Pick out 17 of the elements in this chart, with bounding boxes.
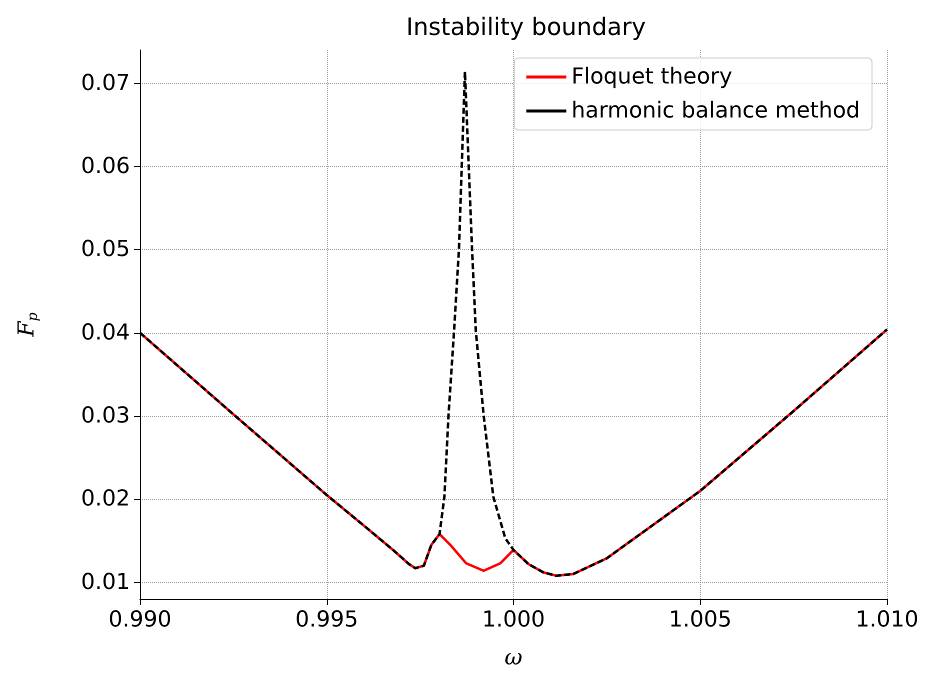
y-tick-label: 0.04 [81,320,130,346]
x-tick-label: 1.010 [856,608,918,632]
legend-label: Floquet theory [571,64,732,90]
y-tick-label: 0.02 [81,486,130,512]
x-tick-label: 0.995 [295,608,358,632]
x-axis-title: ω [504,646,523,670]
y-axis-title: Fp [14,312,41,338]
y-tick-label: 0.06 [81,154,130,179]
y-tick-label: 0.03 [81,404,130,428]
y-tick-label: 0.05 [81,237,130,262]
x-tick-label: 0.990 [108,608,172,632]
chart-title: Instability boundary [406,13,646,41]
legend-label: harmonic balance method [571,98,860,124]
y-tick-label: 0.01 [81,570,130,595]
x-tick-label: 1.000 [482,608,545,632]
x-tick-label: 1.005 [668,608,732,632]
y-tick-label: 0.07 [81,70,130,96]
